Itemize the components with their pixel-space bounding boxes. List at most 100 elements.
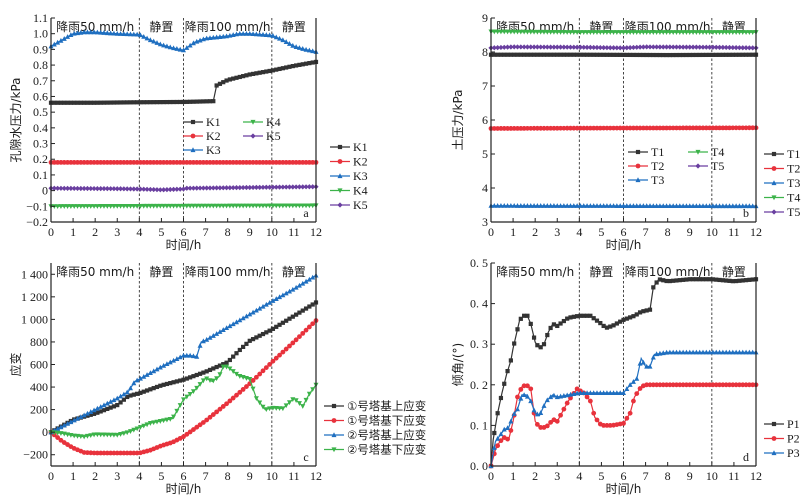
chart-panel-a: 降雨50 mm/h 静置 降雨100 mm/h 静置0 1 2 3 4 5 6 7 8 9 10 11 12−… — [9, 11, 368, 252]
data-point — [124, 450, 130, 456]
data-point — [128, 100, 133, 105]
data-point — [148, 387, 153, 392]
data-point — [230, 203, 236, 209]
data-point — [201, 370, 206, 375]
data-point — [551, 29, 557, 35]
data-point — [91, 432, 97, 438]
phase-label: 静置 — [589, 265, 613, 279]
data-point — [501, 202, 507, 208]
data-point — [720, 382, 726, 388]
data-point — [260, 404, 266, 410]
data-point — [131, 380, 137, 386]
data-point — [171, 414, 177, 420]
y-tick-label: 4 — [482, 181, 488, 195]
data-point — [637, 30, 643, 35]
data-point — [75, 433, 80, 439]
data-point — [187, 185, 193, 191]
data-point — [296, 184, 303, 190]
data-point — [230, 395, 236, 401]
y-tick-label: 3 — [482, 215, 488, 229]
data-point — [634, 376, 640, 381]
data-point — [694, 277, 699, 282]
data-point — [121, 450, 127, 456]
data-point — [518, 316, 523, 321]
data-point — [624, 30, 630, 35]
data-point — [267, 299, 273, 305]
data-point — [101, 159, 107, 165]
data-point — [515, 125, 520, 131]
data-point — [512, 52, 517, 57]
data-point — [674, 349, 679, 355]
data-point — [134, 203, 140, 209]
data-point — [690, 382, 696, 388]
data-point — [571, 125, 577, 131]
data-point — [561, 203, 567, 208]
data-point — [293, 44, 299, 49]
data-point — [673, 44, 680, 50]
data-point — [277, 66, 282, 72]
data-point — [118, 204, 124, 209]
x-tick-label: 0 — [488, 225, 494, 239]
data-point — [534, 29, 540, 35]
x-tick-label: 3 — [114, 225, 120, 239]
y-tick-label: 0.9 — [33, 42, 48, 56]
data-point — [121, 431, 127, 436]
data-point — [68, 159, 74, 165]
data-point — [710, 44, 716, 50]
legend-outer-item: T3 — [764, 176, 800, 190]
data-point — [84, 433, 90, 439]
data-point — [157, 159, 163, 165]
data-point — [601, 390, 607, 396]
data-point — [554, 30, 560, 35]
data-point — [287, 400, 292, 406]
y-tick-label: 0. 4 — [470, 297, 488, 311]
data-point — [518, 203, 524, 208]
data-point — [310, 159, 316, 165]
x-tick-label: 12 — [750, 469, 762, 483]
data-point — [700, 125, 706, 131]
series-K2 — [48, 159, 319, 165]
data-point — [564, 125, 570, 131]
data-point — [168, 381, 173, 386]
data-point — [293, 159, 299, 165]
data-point — [647, 363, 653, 369]
data-point — [581, 203, 587, 208]
data-point — [525, 313, 530, 318]
data-point — [730, 52, 735, 57]
data-point — [750, 349, 756, 355]
legend-marker — [771, 421, 777, 427]
data-point — [244, 73, 249, 78]
data-point — [667, 125, 673, 131]
data-point — [531, 335, 537, 340]
data-point — [575, 314, 580, 319]
data-point — [280, 406, 286, 412]
data-point — [131, 159, 137, 165]
data-point — [707, 44, 713, 50]
data-point — [167, 203, 173, 209]
data-point — [147, 203, 153, 209]
data-point — [184, 99, 189, 104]
data-point — [137, 425, 143, 430]
data-point — [78, 434, 84, 440]
data-point — [541, 29, 547, 35]
data-point — [174, 379, 179, 384]
data-point — [591, 125, 597, 131]
data-point — [211, 366, 216, 371]
legend-inner-item: K5 — [243, 129, 281, 143]
data-point — [574, 125, 580, 131]
data-point — [71, 204, 77, 209]
data-point — [161, 187, 167, 193]
legend-label: K3 — [353, 169, 368, 183]
data-point — [84, 204, 90, 209]
legend-label: P1 — [787, 417, 800, 431]
data-point — [224, 159, 229, 165]
data-point — [544, 423, 550, 429]
data-point — [657, 44, 663, 50]
data-point — [508, 29, 514, 35]
data-point — [131, 203, 137, 209]
data-point — [280, 37, 286, 43]
data-point — [297, 159, 302, 165]
legend-label: K2 — [206, 129, 221, 143]
y-tick-label: 0. 2 — [470, 378, 488, 392]
phase-label: 静置 — [282, 265, 306, 279]
